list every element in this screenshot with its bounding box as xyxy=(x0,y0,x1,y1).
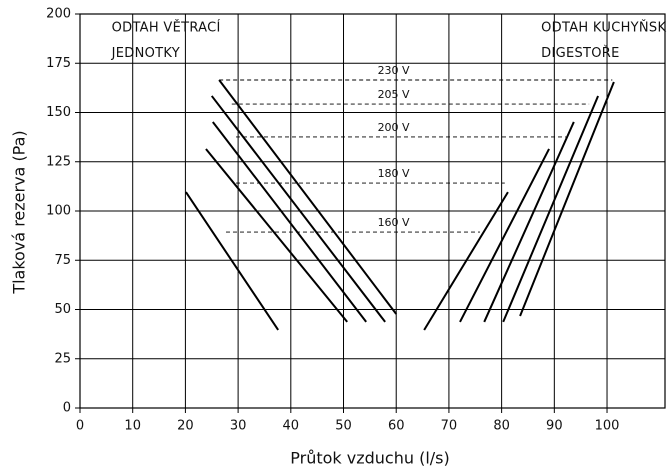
y-tick-label: 150 xyxy=(46,105,71,120)
y-tick-label: 200 xyxy=(46,7,71,22)
y-tick-label: 125 xyxy=(46,154,71,169)
voltage-curve xyxy=(212,121,575,323)
annotation: JEDNOTKY xyxy=(111,46,180,61)
x-tick-label: 60 xyxy=(388,419,405,434)
x-tick-label: 0 xyxy=(76,419,84,434)
voltage-curve xyxy=(205,148,550,323)
x-tick-label: 70 xyxy=(441,419,458,434)
annotation: DIGESTOŘE xyxy=(541,45,620,61)
voltage-label: 205 V xyxy=(378,88,410,101)
voltage-label: 200 V xyxy=(378,121,410,134)
plot-frame xyxy=(79,13,666,409)
voltage-curve xyxy=(185,191,509,331)
annotation: ODTAH KUCHYŇSKÉ xyxy=(541,19,667,35)
y-tick-label: 25 xyxy=(54,351,71,366)
voltage-label: 160 V xyxy=(378,216,410,229)
x-tick-label: 20 xyxy=(177,419,194,434)
voltage-label: 230 V xyxy=(378,64,410,77)
x-tick-label: 50 xyxy=(335,419,352,434)
x-tick-label: 90 xyxy=(546,419,563,434)
voltage-curve xyxy=(210,95,599,323)
voltage-curve xyxy=(218,79,615,317)
x-tick-label: 10 xyxy=(124,419,141,434)
y-tick-label: 50 xyxy=(54,302,71,317)
y-tick-label: 175 xyxy=(46,56,71,71)
x-tick-label: 30 xyxy=(230,419,247,434)
y-tick-label: 100 xyxy=(46,204,71,219)
x-axis-title: Průtok vzduchu (l/s) xyxy=(290,449,449,468)
annotation: ODTAH VĚTRACÍ xyxy=(112,19,221,35)
y-tick-label: 0 xyxy=(63,401,71,416)
y-tick-label: 75 xyxy=(54,253,71,268)
x-tick-label: 100 xyxy=(595,419,620,434)
voltage-label: 180 V xyxy=(378,167,410,180)
y-axis-title: Tlaková rezerva (Pa) xyxy=(10,130,29,294)
x-tick-label: 40 xyxy=(283,419,300,434)
x-tick-label: 80 xyxy=(493,419,510,434)
